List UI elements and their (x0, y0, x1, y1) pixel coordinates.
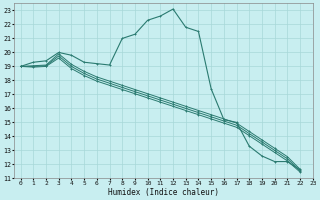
X-axis label: Humidex (Indice chaleur): Humidex (Indice chaleur) (108, 188, 219, 197)
